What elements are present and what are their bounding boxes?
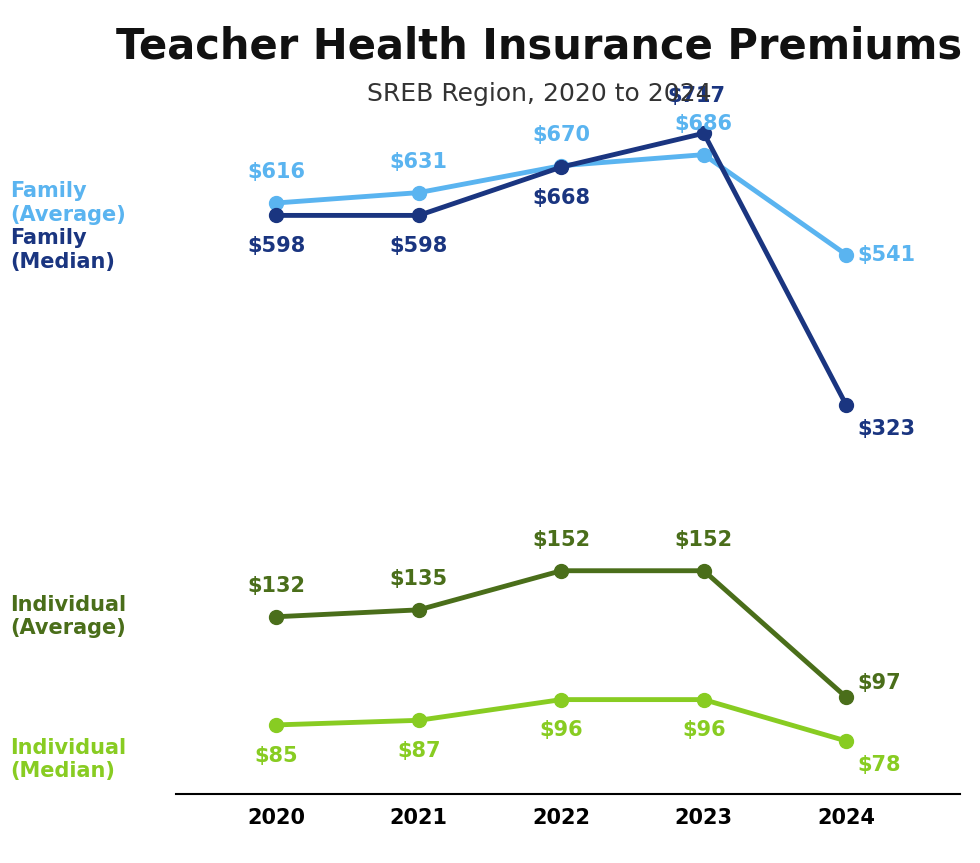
Text: $87: $87 bbox=[397, 741, 440, 761]
Text: $132: $132 bbox=[247, 576, 305, 596]
Text: $135: $135 bbox=[390, 569, 448, 589]
Text: $598: $598 bbox=[247, 236, 306, 256]
Text: $541: $541 bbox=[858, 245, 916, 265]
Text: $717: $717 bbox=[667, 85, 725, 105]
Text: $97: $97 bbox=[858, 673, 902, 694]
Text: $670: $670 bbox=[532, 125, 590, 145]
Text: $631: $631 bbox=[390, 152, 448, 172]
Text: $616: $616 bbox=[247, 162, 305, 182]
Text: Individual
(Average): Individual (Average) bbox=[10, 595, 125, 639]
Text: $323: $323 bbox=[858, 419, 915, 439]
Text: Individual
(Median): Individual (Median) bbox=[10, 738, 125, 781]
Text: Family
(Average): Family (Average) bbox=[10, 181, 125, 224]
Text: SREB Region, 2020 to 2024: SREB Region, 2020 to 2024 bbox=[367, 82, 711, 106]
Text: $96: $96 bbox=[682, 721, 725, 740]
Text: $152: $152 bbox=[675, 530, 733, 550]
Text: $668: $668 bbox=[532, 188, 590, 208]
Text: Family
(Median): Family (Median) bbox=[10, 229, 115, 272]
Text: $686: $686 bbox=[675, 114, 733, 134]
Text: $78: $78 bbox=[858, 755, 902, 775]
Text: Teacher Health Insurance Premiums: Teacher Health Insurance Premiums bbox=[116, 26, 962, 68]
Text: $85: $85 bbox=[255, 746, 298, 765]
Text: $152: $152 bbox=[532, 530, 590, 550]
Text: $598: $598 bbox=[390, 236, 448, 256]
Text: $96: $96 bbox=[539, 721, 583, 740]
